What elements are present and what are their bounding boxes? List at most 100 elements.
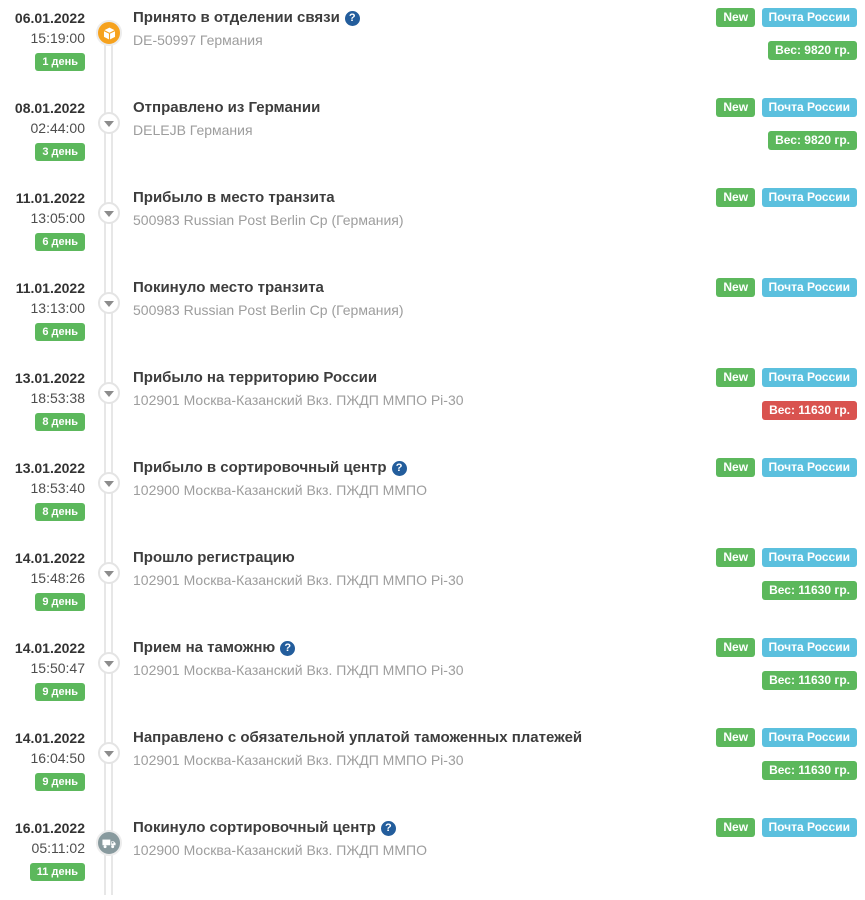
event-date: 14.01.2022	[14, 730, 85, 746]
event-time: 16:04:50	[30, 750, 86, 766]
event-title: Прибыло в место транзита	[133, 189, 335, 206]
event-badges: New Почта России	[716, 810, 865, 837]
help-icon[interactable]: ?	[280, 640, 296, 656]
chevron-down-icon	[98, 112, 120, 134]
carrier-badge: Почта России	[761, 188, 857, 207]
event-details: Покинуло место транзита 500983 Russian P…	[133, 270, 716, 320]
help-icon[interactable]: ?	[344, 10, 360, 26]
day-counter-badge: 6 день	[35, 323, 85, 341]
help-icon[interactable]: ?	[391, 460, 407, 476]
weight-badge: Вес: 9820 гр.	[768, 131, 857, 150]
event-date-column: 14.01.2022 15:50:47 9 день	[0, 630, 85, 701]
carrier-badge: Почта России	[761, 278, 857, 297]
new-status-badge: New	[716, 278, 756, 297]
event-time: 15:19:00	[30, 30, 86, 46]
event-details: Покинуло сортировочный центр ? 102900 Мо…	[133, 810, 716, 860]
event-badges: New Почта России	[716, 450, 865, 477]
event-badges: New Почта России	[716, 180, 865, 207]
event-badges: New Почта России Вес: 11630 гр.	[716, 630, 865, 690]
new-status-badge: New	[716, 548, 756, 567]
event-time: 15:50:47	[30, 660, 86, 676]
day-counter-badge: 1 день	[35, 53, 85, 71]
package-icon	[96, 20, 122, 46]
event-date: 08.01.2022	[14, 100, 85, 116]
event-title: Принято в отделении связи	[133, 9, 340, 26]
timeline-node-column	[85, 540, 133, 584]
timeline-node-column	[85, 0, 133, 46]
day-counter-badge: 9 день	[35, 593, 85, 611]
event-date-column: 06.01.2022 15:19:00 1 день	[0, 0, 85, 71]
event-date: 06.01.2022	[14, 10, 85, 26]
event-location: DELEJB Германия	[133, 122, 253, 138]
event-badges: New Почта России Вес: 9820 гр.	[716, 0, 865, 60]
event-title: Прием на таможню	[133, 639, 276, 656]
event-date-column: 11.01.2022 13:13:00 6 день	[0, 270, 85, 341]
day-counter-badge: 8 день	[35, 503, 85, 521]
carrier-badge: Почта России	[761, 728, 857, 747]
chevron-down-icon	[98, 562, 120, 584]
event-details: Направлено с обязательной уплатой таможе…	[133, 720, 716, 770]
tracking-event-row: 11.01.2022 13:13:00 6 день Покинуло мест…	[0, 270, 865, 360]
carrier-badge: Почта России	[761, 458, 857, 477]
event-time: 05:11:02	[31, 840, 85, 856]
event-date-column: 16.01.2022 05:11:02 11 день	[0, 810, 85, 881]
event-date-column: 14.01.2022 15:48:26 9 день	[0, 540, 85, 611]
event-date-column: 08.01.2022 02:44:00 3 день	[0, 90, 85, 161]
tracking-event-row: 14.01.2022 15:50:47 9 день Прием на тамо…	[0, 630, 865, 720]
timeline-node-column	[85, 90, 133, 134]
event-date: 11.01.2022	[15, 190, 85, 206]
truck-icon	[96, 830, 122, 856]
tracking-event-row: 06.01.2022 15:19:00 1 день Принято в отд…	[0, 0, 865, 90]
event-details: Прием на таможню ? 102901 Москва-Казанск…	[133, 630, 716, 680]
event-details: Прибыло в сортировочный центр ? 102900 М…	[133, 450, 716, 500]
timeline-track	[104, 30, 113, 895]
event-title: Прошло регистрацию	[133, 549, 295, 566]
event-time: 15:48:26	[30, 570, 86, 586]
timeline-node-column	[85, 810, 133, 856]
event-time: 13:05:00	[30, 210, 86, 226]
event-badges: New Почта России Вес: 11630 гр.	[716, 540, 865, 600]
event-badges: New Почта России Вес: 11630 гр.	[716, 720, 865, 780]
event-badges: New Почта России	[716, 270, 865, 297]
weight-badge: Вес: 9820 гр.	[768, 41, 857, 60]
event-details: Отправлено из Германии DELEJB Германия	[133, 90, 716, 140]
event-location: 102901 Москва-Казанский Вкз. ПЖДП ММПО P…	[133, 752, 464, 768]
chevron-down-icon	[98, 202, 120, 224]
event-time: 02:44:00	[30, 120, 86, 136]
tracking-event-row: 14.01.2022 16:04:50 9 день Направлено с …	[0, 720, 865, 810]
help-icon[interactable]: ?	[380, 820, 396, 836]
weight-badge: Вес: 11630 гр.	[762, 581, 857, 600]
day-counter-badge: 9 день	[35, 773, 85, 791]
event-time: 18:53:40	[30, 480, 86, 496]
carrier-badge: Почта России	[761, 548, 857, 567]
event-location: 102901 Москва-Казанский Вкз. ПЖДП ММПО P…	[133, 572, 464, 588]
tracking-event-row: 08.01.2022 02:44:00 3 день Отправлено из…	[0, 90, 865, 180]
chevron-down-icon	[98, 382, 120, 404]
event-location: 500983 Russian Post Berlin Cp (Германия)	[133, 302, 404, 318]
chevron-down-icon	[98, 652, 120, 674]
timeline-node-column	[85, 630, 133, 674]
weight-badge: Вес: 11630 гр.	[762, 671, 857, 690]
event-location: 500983 Russian Post Berlin Cp (Германия)	[133, 212, 404, 228]
timeline-node-column	[85, 180, 133, 224]
event-date: 14.01.2022	[14, 550, 85, 566]
weight-badge: Вес: 11630 гр.	[762, 761, 857, 780]
new-status-badge: New	[716, 818, 756, 837]
event-location: 102901 Москва-Казанский Вкз. ПЖДП ММПО P…	[133, 662, 464, 678]
chevron-down-icon	[98, 742, 120, 764]
event-date-column: 13.01.2022 18:53:38 8 день	[0, 360, 85, 431]
event-location: 102901 Москва-Казанский Вкз. ПЖДП ММПО P…	[133, 392, 464, 408]
carrier-badge: Почта России	[761, 8, 857, 27]
event-badges: New Почта России Вес: 9820 гр.	[716, 90, 865, 150]
event-date-column: 13.01.2022 18:53:40 8 день	[0, 450, 85, 521]
new-status-badge: New	[716, 368, 756, 387]
day-counter-badge: 8 день	[35, 413, 85, 431]
event-date-column: 11.01.2022 13:05:00 6 день	[0, 180, 85, 251]
new-status-badge: New	[716, 188, 756, 207]
new-status-badge: New	[716, 8, 756, 27]
event-details: Прошло регистрацию 102901 Москва-Казанск…	[133, 540, 716, 590]
timeline-node-column	[85, 450, 133, 494]
weight-badge: Вес: 11630 гр.	[762, 401, 857, 420]
